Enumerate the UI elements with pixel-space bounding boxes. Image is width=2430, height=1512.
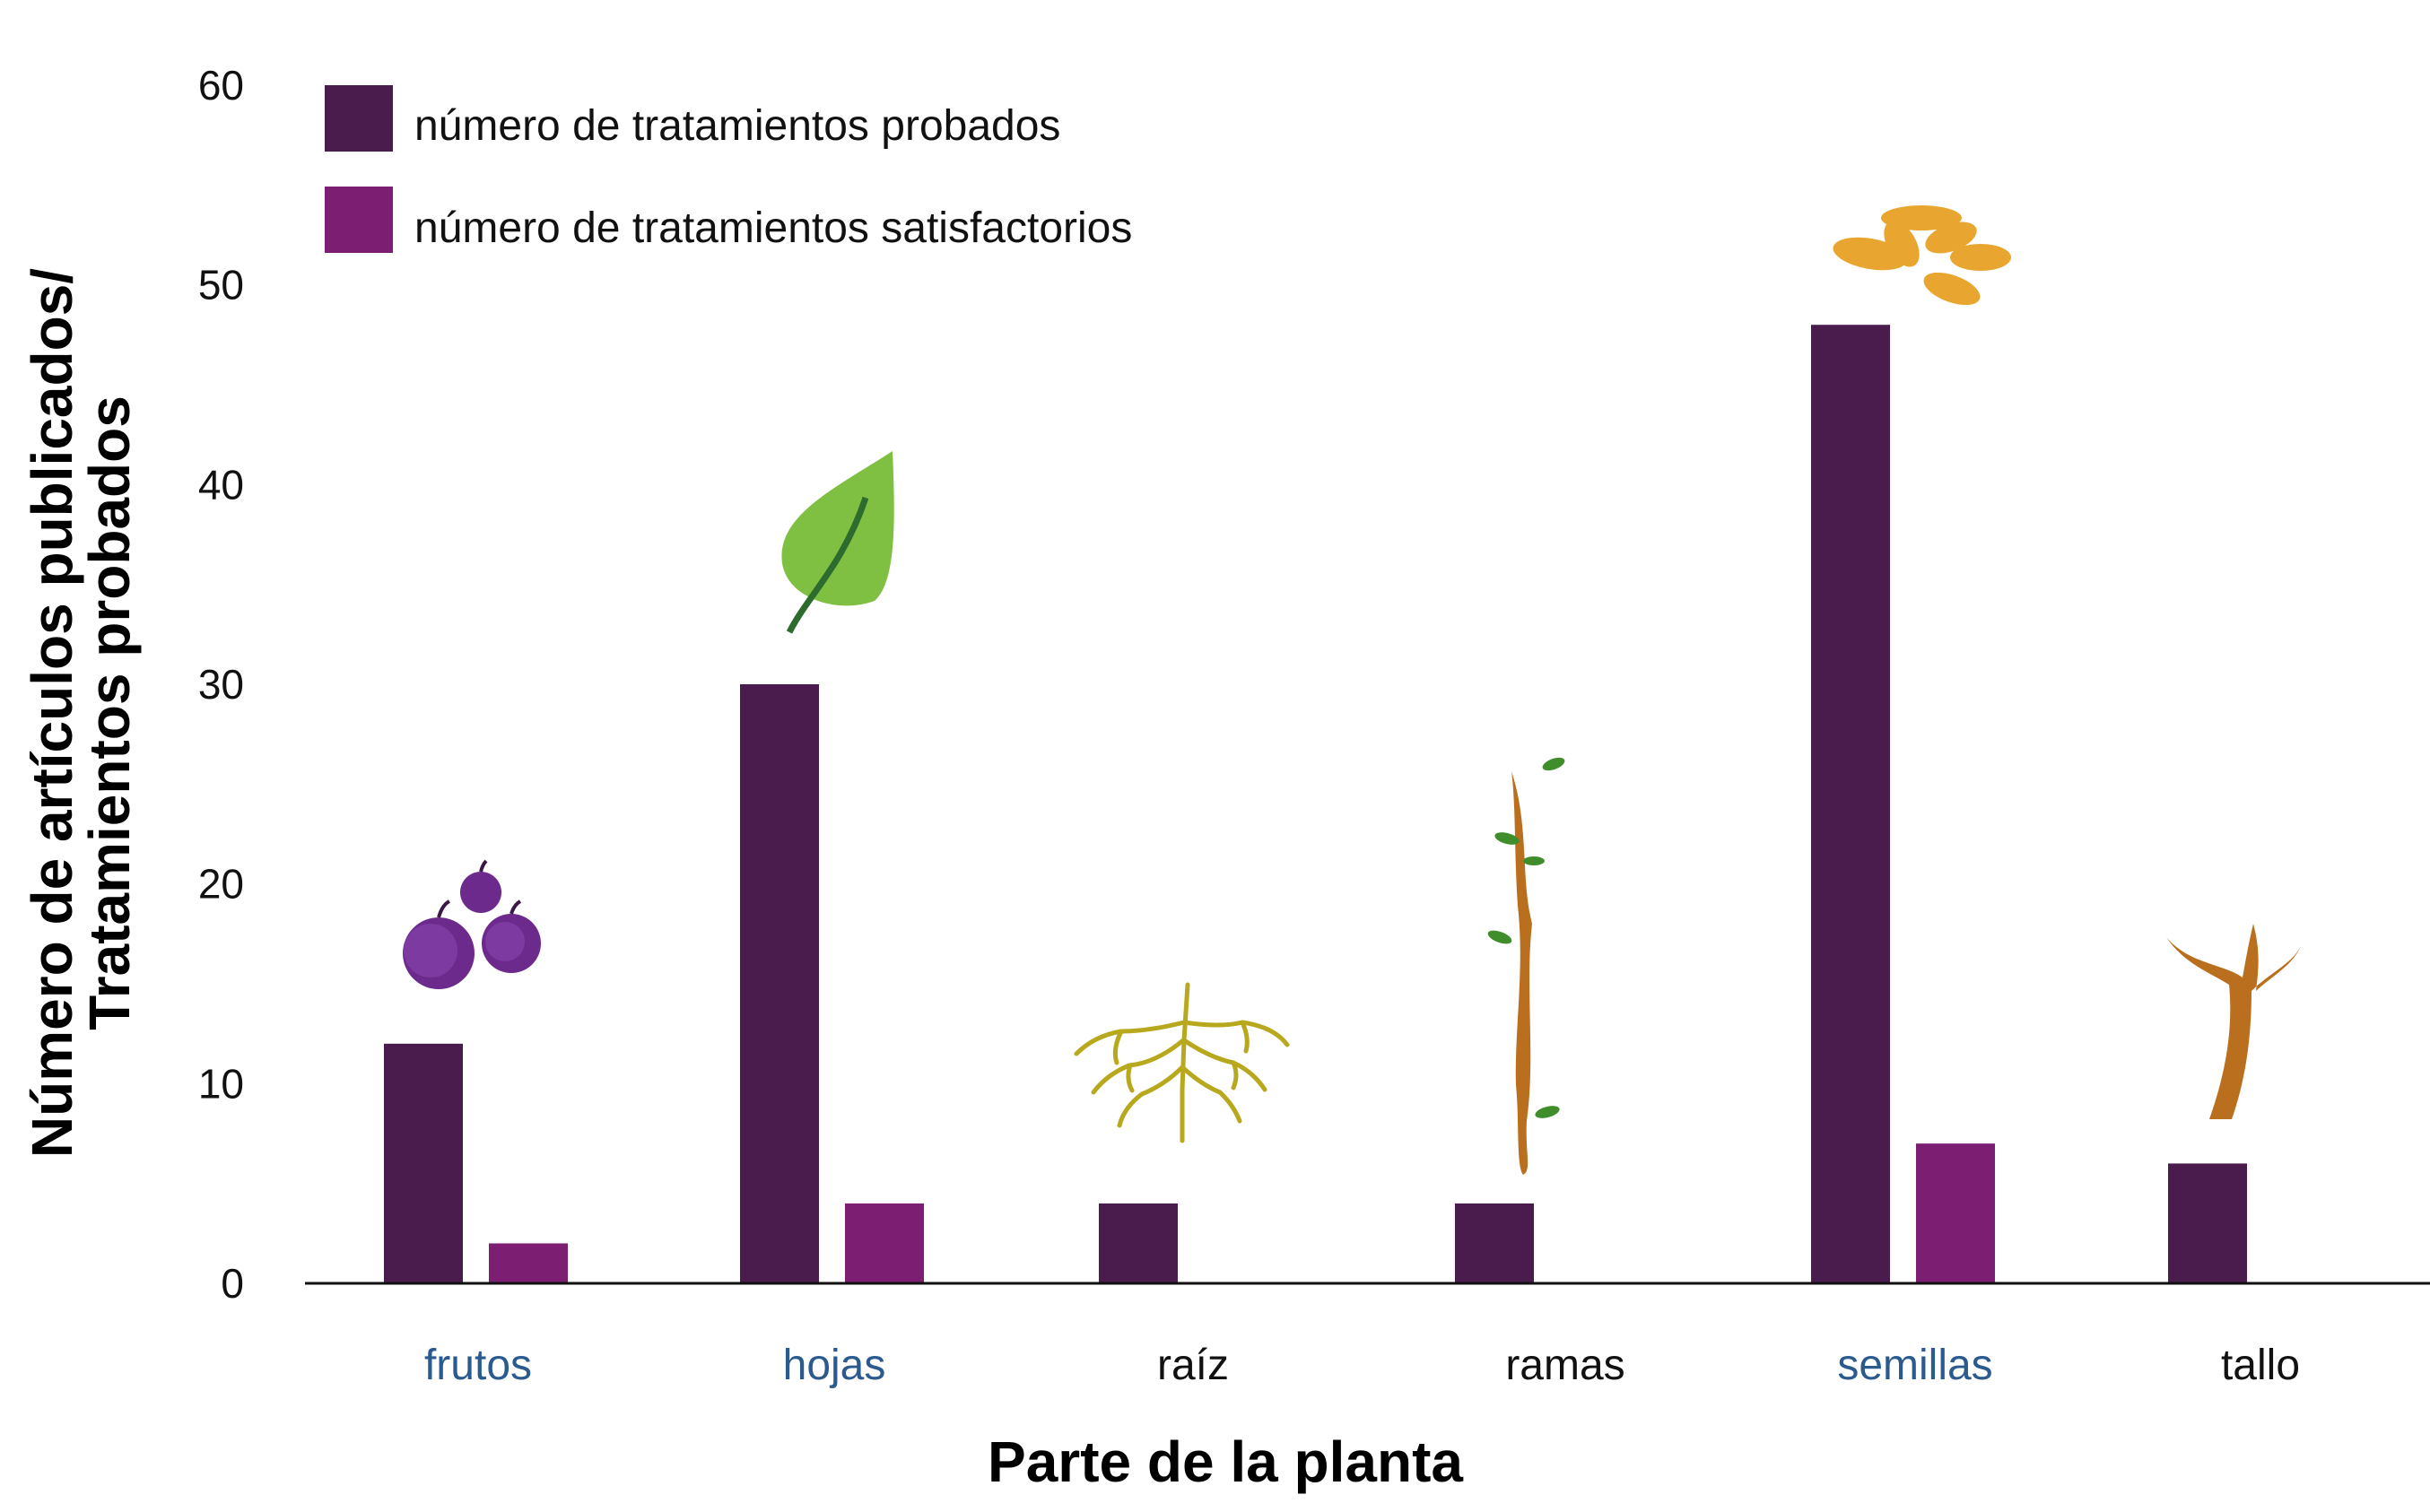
legend-label-probados: número de tratamientos probados: [414, 102, 1060, 150]
bars: [384, 325, 2247, 1284]
y-tick-label: 0: [221, 1260, 244, 1307]
trunk-icon: [2166, 924, 2301, 1119]
bar-raíz-probados: [1099, 1203, 1178, 1283]
bar-hojas-satisfactorios: [845, 1203, 924, 1283]
plums-icon: [403, 859, 541, 989]
x-category-label-raíz: raíz: [1157, 1342, 1229, 1389]
x-category-label-hojas: hojas: [783, 1342, 886, 1389]
roots-icon: [1074, 982, 1290, 1143]
legend-swatch-probados: [325, 85, 393, 152]
bar-frutos-satisfactorios: [489, 1243, 568, 1283]
y-tick-label: 10: [198, 1060, 244, 1107]
y-tick-label: 50: [198, 262, 244, 308]
branch-icon: [1487, 757, 1565, 1175]
y-axis-ticks: 0 10 20 30 40 50 60: [198, 62, 244, 1307]
leaf-icon: [781, 451, 894, 634]
bar-semillas-satisfactorios: [1916, 1143, 1995, 1283]
y-tick-label: 30: [198, 661, 244, 708]
y-axis-title-line2: Tratamientos probados: [77, 395, 142, 1030]
x-axis-category-labels: frutos hojas raíz ramas semillas tallo: [424, 1342, 2300, 1389]
x-category-label-frutos: frutos: [424, 1342, 532, 1389]
legend: número de tratamientos probados número d…: [325, 85, 1132, 253]
x-category-label-semillas: semillas: [1837, 1342, 1992, 1389]
bar-tallo-probados: [2168, 1163, 2247, 1283]
y-axis-title-line1: Número de artículos publicados/: [20, 268, 84, 1158]
x-category-label-ramas: ramas: [1505, 1342, 1624, 1389]
y-tick-label: 40: [198, 461, 244, 508]
seeds-icon: [1833, 205, 2011, 306]
bar-hojas-probados: [740, 684, 819, 1283]
legend-label-satisfactorios: número de tratamientos satisfactorios: [414, 204, 1132, 252]
x-category-label-tallo: tallo: [2221, 1342, 2300, 1389]
legend-swatch-satisfactorios: [325, 187, 393, 253]
x-axis-title: Parte de la planta: [988, 1429, 1463, 1494]
bar-semillas-probados: [1811, 325, 1890, 1284]
bar-ramas-probados: [1455, 1203, 1534, 1283]
y-axis-title: Número de artículos publicados/ Tratamie…: [20, 268, 142, 1158]
bar-frutos-probados: [384, 1043, 463, 1283]
y-tick-label: 60: [198, 62, 244, 109]
y-tick-label: 20: [198, 861, 244, 908]
